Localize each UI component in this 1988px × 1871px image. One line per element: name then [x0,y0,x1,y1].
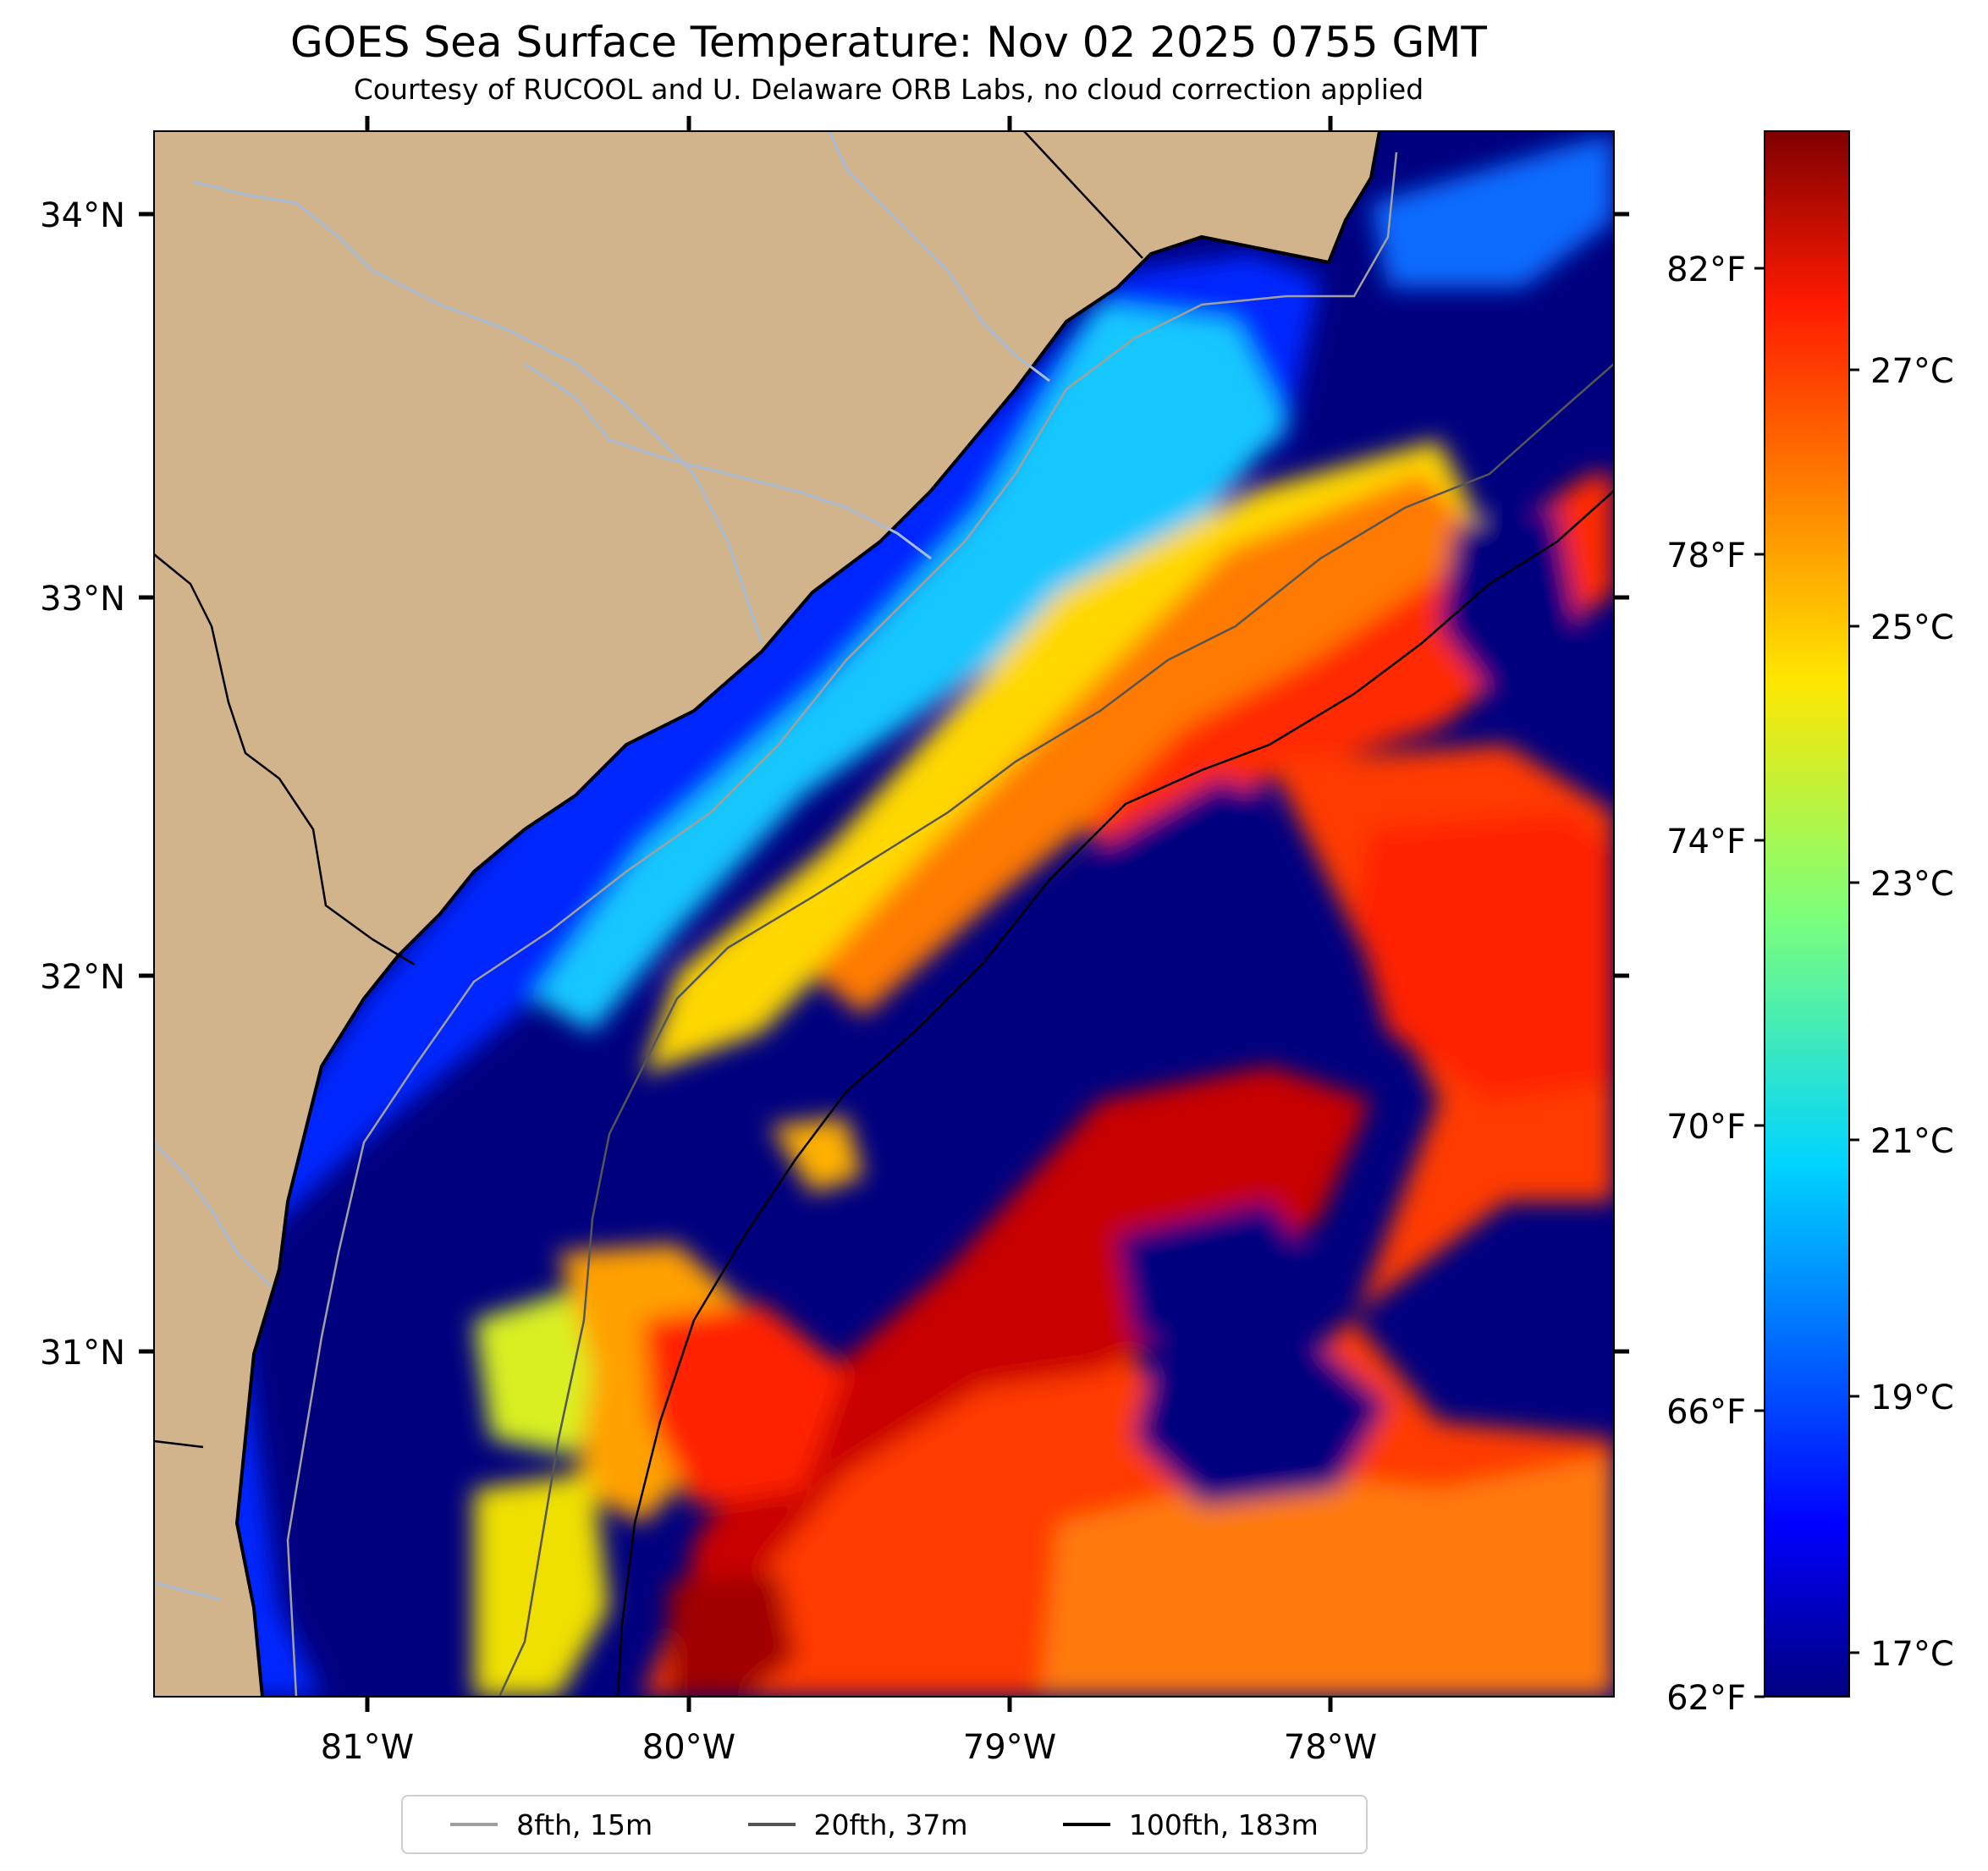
legend-label-8fth: 8fth, 15m [516,1808,653,1841]
state-border-sc-ga [153,553,416,966]
warm-eddy [770,1117,863,1193]
colorbar-gradient [1764,130,1850,1698]
cb-f-label-74: 74°F [1666,823,1746,861]
lat-label-32: 32°N [40,958,125,997]
red-mid-east [1354,812,1614,1100]
sw-red-patch [643,1303,846,1506]
sw-yellow-patch [474,1286,609,1456]
legend-swatch-8fth [450,1823,498,1826]
cb-f-label-82: 82°F [1666,250,1746,289]
cb-c-label-19: 19°C [1870,1378,1954,1417]
major-ticks [139,116,1629,1712]
cb-f-label-62: 62°F [1666,1679,1746,1718]
lon-label-80: 80°W [642,1728,735,1767]
legend-label-20fth: 20fth, 37m [813,1808,968,1841]
isobath-8fth [286,151,1398,1698]
lon-label-79: 79°W [963,1728,1056,1767]
legend-swatch-100fth [1062,1823,1110,1826]
cb-c-label-25: 25°C [1870,608,1954,647]
state-border-ga-fl [153,1439,204,1449]
lat-label-33: 33°N [40,580,125,619]
map-subtitle: Courtesy of RUCOOL and U. Delaware ORB L… [353,73,1424,106]
legend-item-100fth: 100fth, 183m [1062,1808,1319,1841]
legend-label-100fth: 100fth, 183m [1128,1808,1319,1841]
cold-pool-3 [1134,1345,1388,1506]
south-darkred-patch [669,1574,796,1697]
lat-label-31: 31°N [40,1334,125,1373]
cb-c-label-17: 17°C [1870,1635,1954,1674]
state-border-nc-sc [1023,130,1143,259]
cb-f-label-78: 78°F [1666,537,1746,575]
legend-swatch-20fth [747,1823,796,1826]
cb-c-label-23: 23°C [1870,865,1954,904]
coastline [234,130,1381,1698]
cb-c-label-21: 21°C [1870,1122,1954,1161]
isobath-100fth [616,490,1615,1698]
cb-c-label-27: 27°C [1870,352,1954,391]
plot-frame [153,130,1615,1698]
legend-item-20fth: 20fth, 37m [747,1808,968,1841]
isobath-20fth [498,363,1615,1698]
orange-southeast [1041,1456,1614,1697]
lat-label-34: 34°N [40,196,125,235]
colorbar: 82°F 78°F 74°F 70°F 66°F 62°F 27°C 25°C … [1666,130,1954,1718]
gulf-stream-core [677,1066,1371,1659]
gulf-stream-main [643,745,1614,1697]
cb-f-label-70: 70°F [1666,1108,1746,1147]
upper-right-blue [1371,135,1614,288]
lon-label-78: 78°W [1284,1728,1377,1767]
cold-pool-2 [1117,1202,1320,1354]
cold-pool-4 [1439,508,1583,694]
rivers [152,130,1050,1601]
south-yellow-strip [474,1472,609,1697]
map-title: GOES Sea Surface Temperature: Nov 02 202… [290,18,1487,67]
land-mass [154,131,1379,1697]
lon-label-81: 81°W [321,1728,414,1767]
cyan-shelf-band [533,305,1286,1032]
isobath-legend: 8fth, 15m 20fth, 37m 100fth, 183m [401,1795,1368,1854]
legend-item-8fth: 8fth, 15m [450,1808,653,1841]
cb-f-label-66: 66°F [1666,1393,1746,1432]
cold-pool-1 [1066,779,1269,931]
orange-band [812,474,1490,1015]
